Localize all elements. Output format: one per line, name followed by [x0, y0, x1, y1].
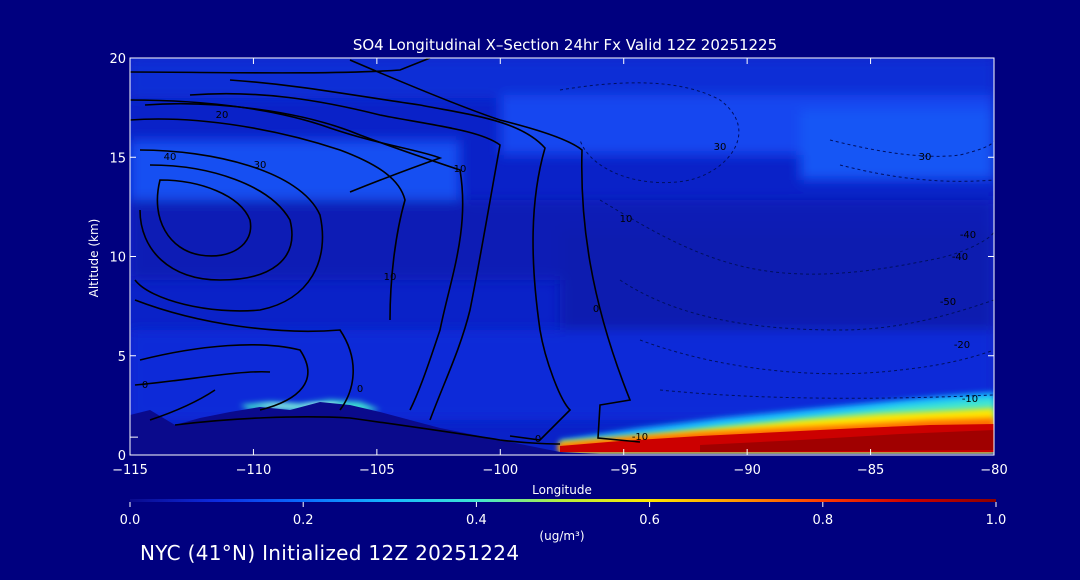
contour-label: 30 — [919, 152, 932, 163]
contour-lines — [130, 58, 641, 445]
x-tick-label: −105 — [359, 463, 395, 478]
y-tick-label: 15 — [109, 151, 126, 166]
colorbar-tick-label: 0.4 — [466, 513, 487, 528]
colorbar-gradient — [130, 499, 996, 502]
y-tick-label: 20 — [109, 52, 126, 67]
contour-label: 0 — [357, 384, 363, 395]
x-tick-label: −100 — [482, 463, 518, 478]
x-axis-label: Longitude — [532, 483, 592, 497]
y-axis-label: Altitude (km) — [87, 219, 101, 298]
x-tick-label: −85 — [857, 463, 884, 478]
contour-labels: 20 40 30 10 10 0 0 30 10 30 -40 -40 -50 -20 -10 -10 0 0 — [142, 110, 978, 445]
dashed-contours — [559, 82, 994, 399]
surface-plume — [240, 392, 994, 455]
x-tick-label: −90 — [733, 463, 760, 478]
plot-area: 20 40 30 10 10 0 0 30 10 30 -40 -40 -50 -20 -10 -10 0 0 — [130, 58, 994, 455]
colorbar-tick-label: 0.0 — [120, 513, 141, 528]
contour-label: 20 — [216, 110, 229, 121]
contour-label: -10 — [632, 432, 648, 443]
x-tick-label: −80 — [980, 463, 1007, 478]
colorbar: 0.0 0.2 0.4 0.6 0.8 1.0 (ug/m³) — [120, 499, 1007, 543]
contour-label: 40 — [164, 152, 177, 163]
contour-label: -20 — [954, 340, 970, 351]
x-tick-label: −110 — [236, 463, 272, 478]
x-axis: −115 −110 −105 −100 −95 −90 −85 −80 — [112, 58, 1008, 478]
contour-label: -10 — [962, 394, 978, 405]
contour-label: 10 — [620, 214, 633, 225]
terrain — [130, 402, 994, 455]
y-axis: 0 5 10 15 20 — [109, 52, 994, 464]
contour-label: 30 — [714, 142, 727, 153]
contour-label: 10 — [454, 164, 467, 175]
contour-label: 0 — [535, 434, 541, 445]
colorbar-ticks: 0.0 0.2 0.4 0.6 0.8 1.0 — [120, 502, 1007, 528]
x-tick-label: −95 — [610, 463, 637, 478]
contour-label: -40 — [952, 252, 968, 263]
chart-title: SO4 Longitudinal X–Section 24hr Fx Valid… — [353, 36, 777, 54]
colorbar-tick-label: 0.2 — [293, 513, 314, 528]
x-tick-label: −115 — [112, 463, 148, 478]
contour-label: 0 — [593, 304, 599, 315]
y-tick-label: 10 — [109, 251, 126, 266]
contour-label: 30 — [254, 160, 267, 171]
contour-label: 0 — [142, 380, 148, 391]
y-tick-label: 0 — [118, 449, 126, 464]
colorbar-unit-label: (ug/m³) — [539, 529, 584, 543]
colorbar-tick-label: 0.6 — [639, 513, 660, 528]
contour-label: -40 — [960, 230, 976, 241]
contour-label: 10 — [384, 272, 397, 283]
footer-initialization-text: NYC (41°N) Initialized 12Z 20251224 — [140, 541, 520, 565]
colorbar-tick-label: 0.8 — [812, 513, 833, 528]
contour-label: -50 — [940, 297, 956, 308]
y-tick-label: 5 — [118, 350, 126, 365]
colorbar-tick-label: 1.0 — [986, 513, 1007, 528]
